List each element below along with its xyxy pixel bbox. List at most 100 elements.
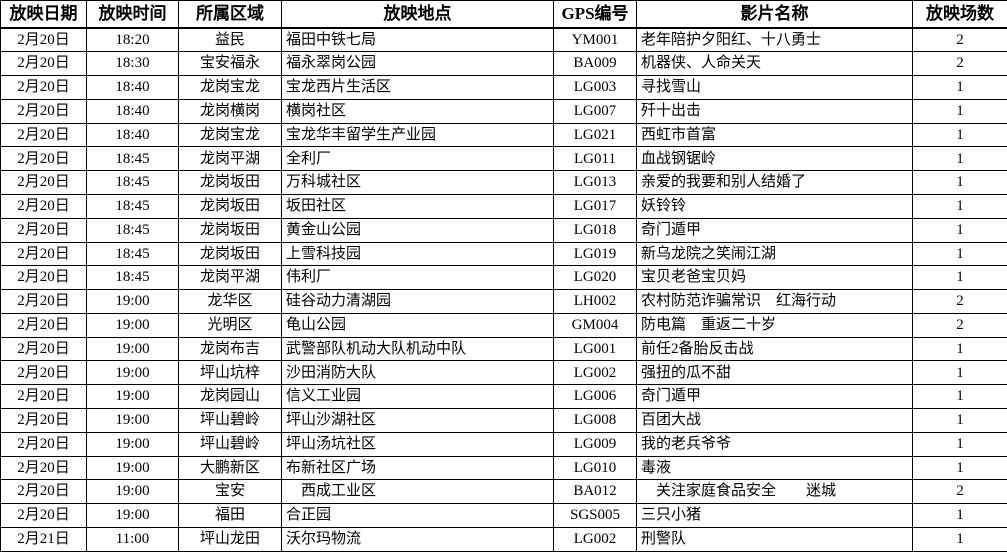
cell-gps-code: LG021 (553, 122, 637, 148)
table-row: 2月20日 19:00 光明区 龟山公园 GM004 防电篇 重返二十岁 2 (0, 312, 1007, 338)
cell-location: 信义工业园 (281, 384, 554, 409)
cell-gps-code: GM004 (553, 312, 637, 338)
cell-screening-count: 1 (912, 265, 1007, 291)
cell-gps-code: LG018 (553, 217, 637, 243)
cell-location: 坪山汤坑社区 (281, 431, 554, 457)
cell-screening-time: 19:00 (86, 289, 179, 314)
cell-screening-date: 2月21日 (0, 526, 87, 552)
cell-screening-count: 1 (912, 503, 1007, 528)
cell-gps-code: LG006 (553, 384, 637, 409)
cell-district: 龙岗坂田 (178, 170, 282, 195)
cell-location: 龟山公园 (281, 312, 554, 338)
cell-film-title: 关注家庭食品安全 迷城 (636, 479, 913, 505)
cell-gps-code: LG001 (553, 336, 637, 362)
header-location: 放映地点 (281, 0, 554, 29)
cell-screening-date: 2月20日 (0, 360, 87, 386)
cell-location: 万科城社区 (281, 170, 554, 195)
cell-screening-date: 2月20日 (0, 170, 87, 195)
cell-film-title: 歼十出击 (636, 98, 913, 124)
cell-district: 龙岗坂田 (178, 217, 282, 243)
cell-location: 沙田消防大队 (281, 360, 554, 386)
cell-screening-date: 2月20日 (0, 289, 87, 314)
cell-district: 龙岗横岗 (178, 98, 282, 124)
cell-gps-code: LG008 (553, 408, 637, 433)
cell-location: 布新社区广场 (281, 455, 554, 481)
cell-screening-date: 2月20日 (0, 75, 87, 100)
cell-film-title: 前任2备胎反击战 (636, 336, 913, 362)
cell-location: 福永翠岗公园 (281, 51, 554, 77)
cell-film-title: 血战钢锯岭 (636, 146, 913, 172)
cell-district: 龙岗园山 (178, 384, 282, 409)
cell-district: 光明区 (178, 312, 282, 338)
table-row: 2月20日 19:00 龙岗园山 信义工业园 LG006 奇门遁甲 1 (0, 384, 1007, 409)
cell-screening-time: 18:45 (86, 193, 179, 219)
cell-screening-time: 19:00 (86, 431, 179, 457)
cell-screening-time: 19:00 (86, 455, 179, 481)
cell-screening-time: 19:00 (86, 479, 179, 505)
cell-location: 福田中铁七局 (281, 27, 554, 53)
cell-screening-time: 18:40 (86, 98, 179, 124)
cell-film-title: 亲爱的我要和别人结婚了 (636, 170, 913, 195)
cell-screening-count: 1 (912, 122, 1007, 148)
cell-film-title: 我的老兵爷爷 (636, 431, 913, 457)
cell-screening-date: 2月20日 (0, 265, 87, 291)
cell-film-title: 农村防范诈骗常识 红海行动 (636, 289, 913, 314)
cell-district: 大鹏新区 (178, 455, 282, 481)
cell-gps-code: SGS005 (553, 503, 637, 528)
cell-screening-count: 1 (912, 408, 1007, 433)
cell-screening-count: 1 (912, 455, 1007, 481)
cell-district: 龙岗坂田 (178, 241, 282, 267)
cell-gps-code: LG007 (553, 98, 637, 124)
cell-screening-count: 1 (912, 170, 1007, 195)
cell-film-title: 奇门遁甲 (636, 384, 913, 409)
cell-screening-count: 1 (912, 98, 1007, 124)
cell-gps-code: LG013 (553, 170, 637, 195)
cell-location: 沃尔玛物流 (281, 526, 554, 552)
cell-film-title: 三只小猪 (636, 503, 913, 528)
cell-location: 武警部队机动大队机动中队 (281, 336, 554, 362)
cell-gps-code: LG017 (553, 193, 637, 219)
cell-screening-date: 2月20日 (0, 336, 87, 362)
cell-film-title: 奇门遁甲 (636, 217, 913, 243)
cell-gps-code: LH002 (553, 289, 637, 314)
cell-screening-count: 1 (912, 384, 1007, 409)
cell-screening-time: 11:00 (86, 526, 179, 552)
cell-screening-count: 2 (912, 27, 1007, 53)
cell-screening-count: 1 (912, 431, 1007, 457)
table-row: 2月20日 19:00 大鹏新区 布新社区广场 LG010 毒液 1 (0, 455, 1007, 481)
cell-district: 龙岗宝龙 (178, 122, 282, 148)
cell-screening-count: 1 (912, 217, 1007, 243)
cell-screening-date: 2月20日 (0, 384, 87, 409)
cell-screening-time: 18:40 (86, 75, 179, 100)
cell-screening-count: 1 (912, 146, 1007, 172)
cell-screening-count: 1 (912, 360, 1007, 386)
table-row: 2月20日 18:45 龙岗坂田 坂田社区 LG017 妖铃铃 1 (0, 193, 1007, 219)
cell-screening-time: 19:00 (86, 384, 179, 409)
cell-film-title: 寻找雪山 (636, 75, 913, 100)
cell-screening-time: 18:45 (86, 170, 179, 195)
cell-gps-code: LG003 (553, 75, 637, 100)
cell-screening-date: 2月20日 (0, 27, 87, 53)
cell-screening-time: 19:00 (86, 336, 179, 362)
cell-screening-date: 2月20日 (0, 479, 87, 505)
cell-location: 宝龙西片生活区 (281, 75, 554, 100)
cell-film-title: 妖铃铃 (636, 193, 913, 219)
cell-gps-code: LG011 (553, 146, 637, 172)
cell-screening-date: 2月20日 (0, 146, 87, 172)
cell-location: 西成工业区 (281, 479, 554, 505)
cell-location: 硅谷动力清湖园 (281, 289, 554, 314)
header-gps-code: GPS编号 (553, 0, 637, 29)
cell-screening-date: 2月20日 (0, 312, 87, 338)
table-row: 2月20日 19:00 福田 合正园 SGS005 三只小猪 1 (0, 503, 1007, 528)
cell-gps-code: LG020 (553, 265, 637, 291)
cell-screening-count: 2 (912, 479, 1007, 505)
table-row: 2月20日 19:00 龙华区 硅谷动力清湖园 LH002 农村防范诈骗常识 红… (0, 289, 1007, 314)
table-row: 2月20日 18:40 龙岗宝龙 宝龙西片生活区 LG003 寻找雪山 1 (0, 75, 1007, 100)
table-row: 2月20日 18:20 益民 福田中铁七局 YM001 老年陪护夕阳红、十八勇士… (0, 27, 1007, 53)
cell-location: 全利厂 (281, 146, 554, 172)
cell-screening-date: 2月20日 (0, 98, 87, 124)
cell-district: 益民 (178, 27, 282, 53)
cell-district: 福田 (178, 503, 282, 528)
cell-screening-date: 2月20日 (0, 431, 87, 457)
cell-screening-time: 18:45 (86, 241, 179, 267)
